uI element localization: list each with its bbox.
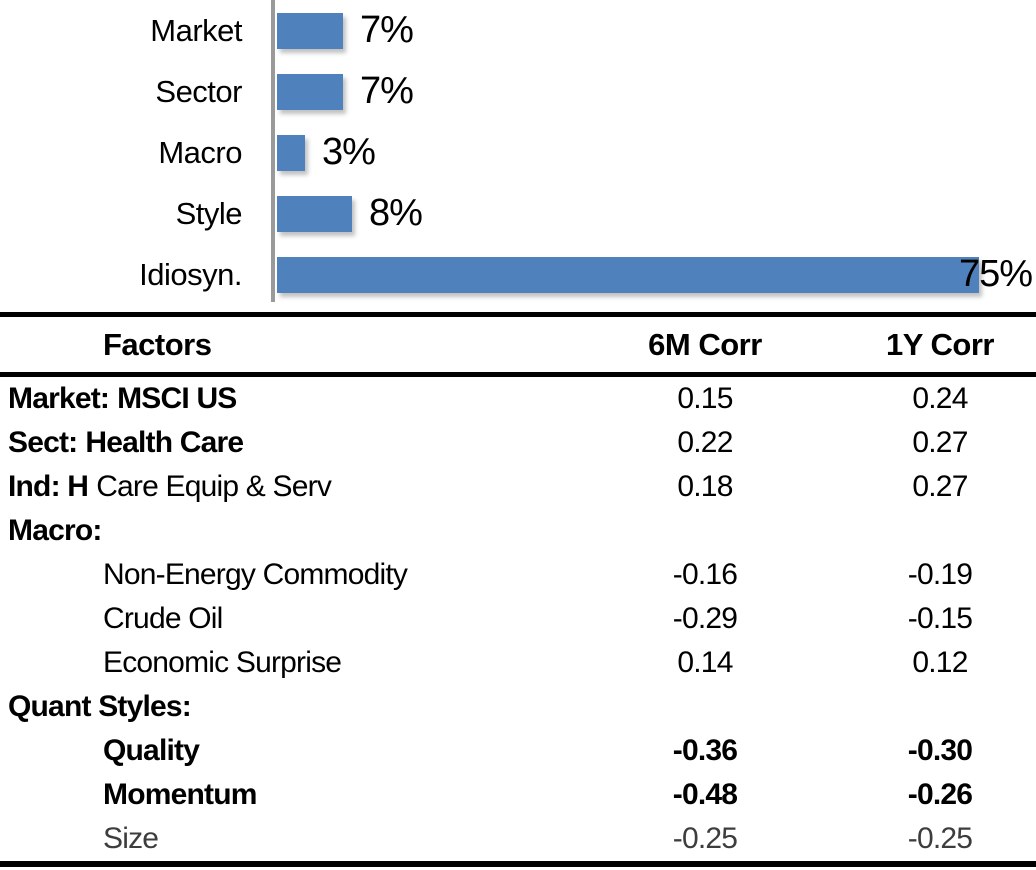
- corr-6m-cell: -0.48: [672, 778, 738, 811]
- chart-bar-style: [277, 196, 352, 232]
- header-1y-corr: 1Y Corr: [886, 326, 994, 362]
- table-header-row: Factors 6M Corr 1Y Corr: [0, 317, 1036, 377]
- corr-6m-cell: 0.18: [677, 470, 733, 503]
- corr-1y-cell: -0.30: [907, 734, 973, 767]
- chart-value-label: 8%: [369, 192, 423, 234]
- factor-cell: Quality: [0, 734, 615, 768]
- corr-1y-cell: 0.24: [912, 382, 968, 415]
- corr-1y-cell: 0.12: [912, 646, 968, 679]
- table-row: Quality -0.36 -0.30: [0, 729, 1036, 773]
- table-row: Quant Styles:: [0, 685, 1036, 729]
- table-body: Market: MSCI US 0.15 0.24 Sect: Health Care 0.…: [0, 377, 1036, 861]
- chart-value-label: 3%: [322, 131, 376, 173]
- factor-prefix: Quant Styles:: [8, 690, 192, 723]
- chart-category-label: Idiosyn.: [139, 257, 242, 292]
- chart-bar-idiosyn: [277, 257, 979, 293]
- table-row: Size -0.25 -0.25: [0, 817, 1036, 861]
- chart-category-label: Market: [150, 13, 242, 48]
- corr-1y-cell: -0.25: [907, 822, 973, 855]
- factor-cell: Macro:: [0, 514, 615, 548]
- factor-cell: Non-Energy Commodity: [0, 558, 615, 592]
- corr-6m-cell: 0.14: [677, 646, 733, 679]
- factor-label: Economic Surprise: [103, 646, 342, 679]
- chart-category-label: Sector: [155, 74, 242, 109]
- chart-bar-macro: [277, 135, 305, 171]
- corr-6m-cell: -0.25: [672, 822, 738, 855]
- header-factors: Factors: [103, 326, 212, 362]
- factor-cell: Momentum: [0, 778, 615, 812]
- table-row: Ind: H Care Equip & Serv 0.18 0.27: [0, 465, 1036, 509]
- factor-label: Care Equip & Serv: [96, 470, 332, 503]
- corr-6m-cell: -0.29: [672, 602, 738, 635]
- factor-prefix: Market:: [8, 382, 110, 415]
- factor-cell: Market: MSCI US: [0, 382, 615, 416]
- factor-correlation-table: Factors 6M Corr 1Y Corr Market: MSCI US 0.…: [0, 312, 1036, 867]
- corr-1y-cell: 0.27: [912, 426, 968, 459]
- chart-value-label: 7%: [360, 9, 414, 51]
- factor-label: Crude Oil: [103, 602, 223, 635]
- corr-1y-cell: 0.27: [912, 470, 968, 503]
- table-row: Non-Energy Commodity -0.16 -0.19: [0, 553, 1036, 597]
- table-row: Sect: Health Care 0.22 0.27: [0, 421, 1036, 465]
- chart-value-label: 75%: [959, 253, 1033, 295]
- table-row: Crude Oil -0.29 -0.15: [0, 597, 1036, 641]
- chart-vertical-axis-line: [271, 0, 275, 302]
- factor-label: MSCI US: [117, 382, 237, 415]
- factor-label: Health Care: [85, 426, 244, 459]
- factor-label: Non-Energy Commodity: [103, 558, 408, 591]
- factor-label: Quality: [103, 734, 200, 767]
- corr-1y-cell: -0.26: [907, 778, 973, 811]
- factor-label: Momentum: [103, 778, 257, 811]
- chart-value-label: 7%: [360, 70, 414, 112]
- factor-cell: Economic Surprise: [0, 646, 615, 680]
- chart-bar-sector: [277, 74, 343, 110]
- factor-prefix: Sect:: [8, 426, 78, 459]
- corr-6m-cell: 0.15: [677, 382, 733, 415]
- table-row: Economic Surprise 0.14 0.12: [0, 641, 1036, 685]
- corr-6m-cell: 0.22: [677, 426, 733, 459]
- risk-decomposition-bar-chart: Market 7% Sector 7% Macro 3% Style 8% Idiosyn. 75…: [0, 0, 1036, 312]
- corr-1y-cell: -0.15: [907, 602, 973, 635]
- table-row: Momentum -0.48 -0.26: [0, 773, 1036, 817]
- factor-label: Size: [103, 822, 159, 855]
- corr-6m-cell: -0.16: [672, 558, 738, 591]
- factor-cell: Crude Oil: [0, 602, 615, 636]
- factor-prefix: Ind: H: [8, 470, 89, 503]
- corr-6m-cell: -0.36: [672, 734, 738, 767]
- table-row: Market: MSCI US 0.15 0.24: [0, 377, 1036, 421]
- chart-bar-market: [277, 13, 343, 49]
- factor-cell: Size: [0, 822, 615, 856]
- chart-category-label: Style: [175, 196, 243, 231]
- chart-category-label: Macro: [158, 135, 242, 170]
- corr-1y-cell: -0.19: [907, 558, 973, 591]
- factor-cell: Quant Styles:: [0, 690, 615, 724]
- header-6m-corr: 6M Corr: [648, 326, 762, 362]
- factor-prefix: Macro:: [8, 514, 102, 547]
- table-row: Macro:: [0, 509, 1036, 553]
- factor-cell: Sect: Health Care: [0, 426, 615, 460]
- factor-cell: Ind: H Care Equip & Serv: [0, 470, 615, 504]
